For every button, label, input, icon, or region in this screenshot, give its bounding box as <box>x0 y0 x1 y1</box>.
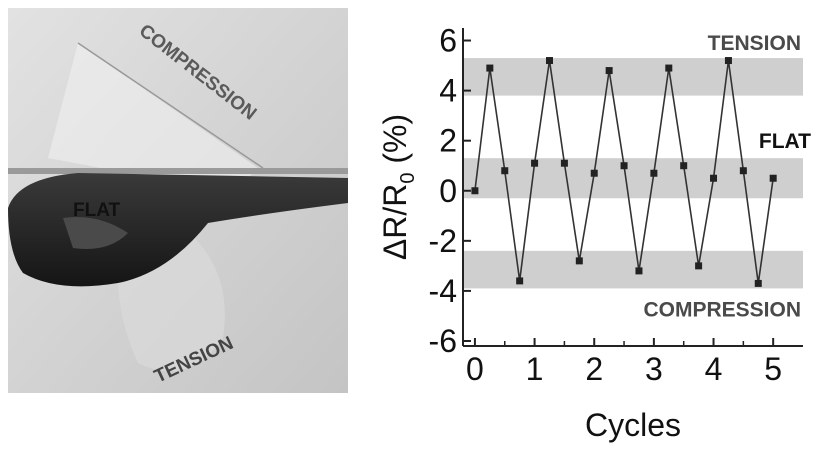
fist-arm <box>8 173 348 287</box>
data-point <box>769 174 777 182</box>
data-point <box>605 67 613 75</box>
data-point <box>695 262 703 270</box>
y-tick-label: 2 <box>439 123 457 159</box>
x-tick-label: 4 <box>705 351 723 387</box>
data-point <box>650 169 658 177</box>
data-point <box>560 159 568 167</box>
band-compression <box>463 250 803 289</box>
band-label-flat: FLAT <box>759 130 811 153</box>
ghost-hand-compression <box>48 43 258 193</box>
data-point <box>739 167 747 175</box>
data-point <box>635 267 643 275</box>
y-axis-title-unit: (%) <box>377 114 413 173</box>
axes-layer <box>462 28 803 347</box>
x-tick-label: 3 <box>645 351 663 387</box>
data-point <box>710 174 718 182</box>
data-point <box>680 162 688 170</box>
y-tick-label: 0 <box>439 173 457 209</box>
y-axis-title-main: ΔR/R <box>377 184 413 260</box>
data-point <box>471 187 479 195</box>
compression-outline <box>77 42 264 169</box>
hand-photo: COMPRESSION FLAT TENSION <box>8 8 348 393</box>
data-point <box>665 64 673 72</box>
photo-label-flat: FLAT <box>73 200 121 221</box>
band-layer <box>463 58 803 289</box>
data-point <box>516 277 524 285</box>
y-tick-label: 4 <box>439 73 457 109</box>
y-axis-title-subscript: 0 <box>397 173 419 184</box>
data-point <box>501 167 509 175</box>
x-tick-label: 2 <box>585 351 603 387</box>
flat-line <box>8 168 348 174</box>
band-flat <box>463 158 803 199</box>
band-tension <box>463 58 803 96</box>
x-tick-label: 5 <box>764 351 782 387</box>
y-tick-label: 6 <box>439 23 457 59</box>
y-tick-label: -4 <box>429 273 457 309</box>
x-tick-label: 1 <box>526 351 544 387</box>
y-tick-label: -2 <box>429 223 457 259</box>
y-tick-label: -6 <box>429 323 457 359</box>
data-point <box>754 279 762 287</box>
band-label-tension: TENSION <box>708 32 801 55</box>
x-tick-label: 0 <box>466 351 484 387</box>
resistance-chart-panel: 6 4 2 0 -2 -4 -6 0 1 2 3 4 5 TENSION FLAT COMPRESSION C… <box>360 0 813 448</box>
data-point <box>575 257 583 265</box>
data-point <box>486 64 494 72</box>
hand-photo-panel: COMPRESSION FLAT TENSION <box>8 8 348 393</box>
band-label-compression: COMPRESSION <box>643 298 801 321</box>
data-point <box>545 57 553 65</box>
y-axis-title: ΔR/R0 (%) <box>377 114 419 260</box>
series-layer <box>471 57 777 287</box>
data-point <box>620 162 628 170</box>
data-point <box>531 159 539 167</box>
data-point <box>724 57 732 65</box>
x-axis-title: Cycles <box>585 407 681 443</box>
thumb <box>63 217 128 249</box>
data-point <box>590 169 598 177</box>
